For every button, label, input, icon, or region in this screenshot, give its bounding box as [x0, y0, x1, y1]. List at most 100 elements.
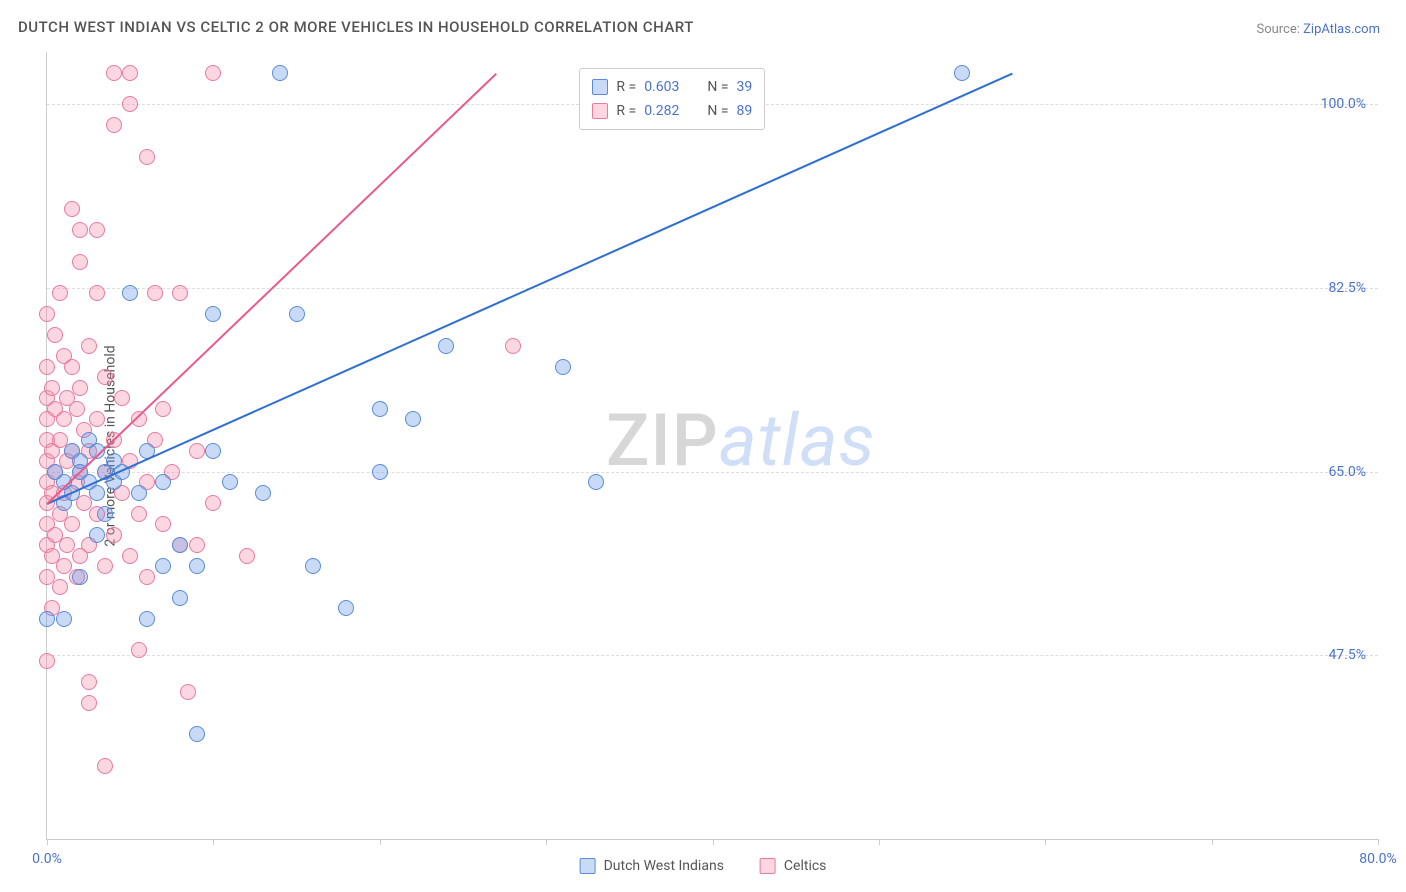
- gridline: [47, 288, 1378, 289]
- stats-row: R = 0.282 N = 89: [592, 99, 752, 123]
- scatter-point: [39, 653, 55, 669]
- x-tick: [1045, 839, 1046, 845]
- scatter-point: [114, 390, 130, 406]
- x-tick: [546, 839, 547, 845]
- source-attribution: Source: ZipAtlas.com: [1256, 22, 1380, 37]
- scatter-point: [69, 401, 85, 417]
- x-tick: [713, 839, 714, 845]
- scatter-point: [122, 548, 138, 564]
- x-tick: [1378, 839, 1379, 845]
- scatter-point: [56, 411, 72, 427]
- scatter-point: [64, 359, 80, 375]
- scatter-point: [205, 65, 221, 81]
- stats-n-label: N =: [707, 79, 728, 95]
- scatter-point: [172, 537, 188, 553]
- scatter-point: [131, 485, 147, 501]
- scatter-point: [72, 254, 88, 270]
- stats-legend: R =0.603N =39R =0.282N =89: [579, 68, 765, 130]
- legend-label-pink: Celtics: [784, 858, 826, 874]
- scatter-point: [81, 338, 97, 354]
- scatter-point: [81, 695, 97, 711]
- legend-item-blue: Dutch West Indians: [580, 858, 724, 874]
- scatter-point: [106, 117, 122, 133]
- scatter-point: [56, 611, 72, 627]
- x-tick: [380, 839, 381, 845]
- scatter-point: [372, 464, 388, 480]
- scatter-point: [72, 569, 88, 585]
- scatter-point: [97, 506, 113, 522]
- scatter-point: [205, 495, 221, 511]
- scatter-point: [189, 558, 205, 574]
- scatter-point: [954, 65, 970, 81]
- swatch-pink: [760, 858, 776, 874]
- scatter-point: [155, 558, 171, 574]
- stats-swatch: [592, 103, 608, 119]
- scatter-point: [81, 674, 97, 690]
- scatter-point: [72, 380, 88, 396]
- scatter-point: [39, 359, 55, 375]
- scatter-point: [405, 411, 421, 427]
- stats-row: R =0.603N =39: [592, 75, 752, 99]
- stats-r-label: R =: [616, 103, 636, 119]
- gridline: [47, 472, 1378, 473]
- y-tick-label: 82.5%: [1328, 280, 1366, 296]
- scatter-point: [338, 600, 354, 616]
- legend-label-blue: Dutch West Indians: [604, 858, 724, 874]
- scatter-point: [505, 338, 521, 354]
- scatter-point: [89, 222, 105, 238]
- scatter-point: [64, 516, 80, 532]
- scatter-point: [122, 285, 138, 301]
- scatter-point: [97, 369, 113, 385]
- scatter-point: [139, 611, 155, 627]
- scatter-point: [39, 306, 55, 322]
- scatter-point: [72, 222, 88, 238]
- chart-title: DUTCH WEST INDIAN VS CELTIC 2 OR MORE VE…: [18, 18, 694, 36]
- stats-r-value: 0.282: [644, 103, 679, 119]
- scatter-point: [64, 201, 80, 217]
- scatter-point: [255, 485, 271, 501]
- stats-n-value: 39: [737, 79, 753, 95]
- y-tick-label: 65.0%: [1328, 464, 1366, 480]
- scatter-point: [438, 338, 454, 354]
- scatter-point: [372, 401, 388, 417]
- watermark-atlas: atlas: [719, 398, 876, 483]
- scatter-point: [97, 558, 113, 574]
- scatter-point: [89, 285, 105, 301]
- scatter-point: [52, 579, 68, 595]
- x-tick-label: 0.0%: [32, 851, 62, 867]
- scatter-point: [89, 485, 105, 501]
- scatter-point: [555, 359, 571, 375]
- bottom-legend: Dutch West Indians Celtics: [580, 858, 827, 874]
- scatter-point: [180, 684, 196, 700]
- scatter-point: [155, 516, 171, 532]
- scatter-point: [147, 285, 163, 301]
- scatter-point: [122, 96, 138, 112]
- scatter-point: [172, 590, 188, 606]
- scatter-point: [131, 506, 147, 522]
- scatter-point: [239, 548, 255, 564]
- scatter-point: [89, 411, 105, 427]
- scatter-point: [106, 65, 122, 81]
- x-tick: [879, 839, 880, 845]
- stats-n-label: N =: [707, 103, 728, 119]
- stats-n-value: 89: [737, 103, 753, 119]
- x-tick-label: 80.0%: [1359, 851, 1397, 867]
- watermark: ZIPatlas: [606, 398, 876, 483]
- source-prefix: Source:: [1256, 22, 1303, 37]
- legend-item-pink: Celtics: [760, 858, 826, 874]
- scatter-point: [155, 401, 171, 417]
- scatter-point: [106, 527, 122, 543]
- x-tick: [213, 839, 214, 845]
- stats-swatch: [592, 79, 608, 95]
- y-tick-label: 100.0%: [1321, 96, 1366, 112]
- source-link[interactable]: ZipAtlas.com: [1303, 22, 1380, 37]
- scatter-point: [189, 443, 205, 459]
- scatter-point: [588, 474, 604, 490]
- scatter-point: [205, 306, 221, 322]
- x-tick: [1212, 839, 1213, 845]
- scatter-point: [305, 558, 321, 574]
- scatter-point: [155, 474, 171, 490]
- scatter-point: [47, 327, 63, 343]
- scatter-point: [272, 65, 288, 81]
- scatter-point: [39, 611, 55, 627]
